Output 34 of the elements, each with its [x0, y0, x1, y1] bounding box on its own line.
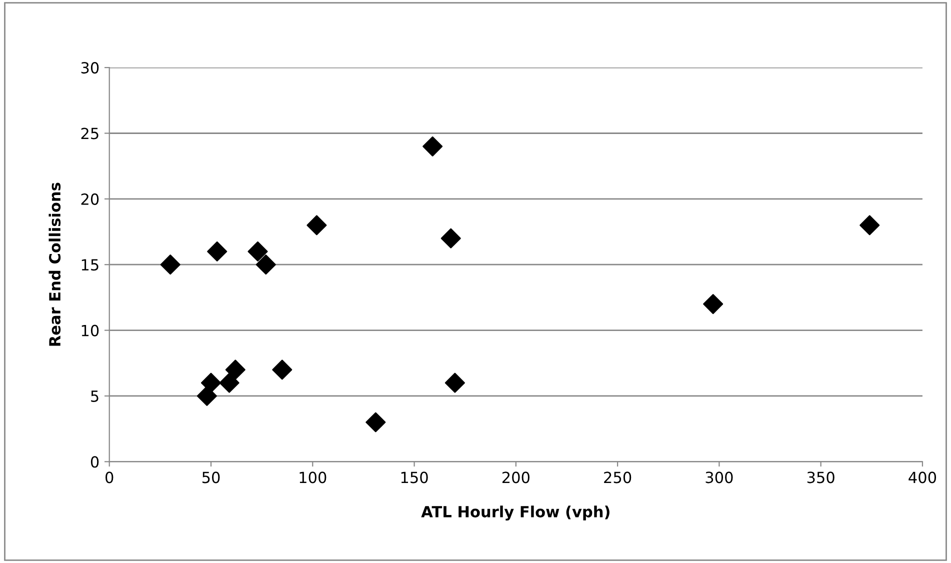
x-tick-label: 300	[706, 472, 733, 484]
y-tick-label: 15	[82, 259, 98, 271]
y-tick-label: 10	[82, 324, 99, 336]
x-tick-label: 350	[807, 472, 834, 484]
point	[219, 372, 240, 393]
point	[256, 254, 276, 275]
y-tick-label: 5	[91, 390, 98, 402]
point	[160, 254, 180, 275]
x-tick-label: 100	[300, 472, 326, 484]
x-tick-label: 400	[908, 472, 936, 484]
y-axis-title: Rear End Collisions	[48, 182, 61, 346]
point	[422, 136, 443, 156]
point	[272, 360, 292, 380]
point	[207, 241, 228, 262]
x-tick-label: 150	[401, 472, 428, 484]
point	[366, 412, 386, 432]
point	[703, 294, 724, 314]
point	[225, 360, 246, 380]
y-tick-label: 30	[81, 62, 99, 74]
point	[196, 386, 217, 406]
x-tick-label: 0	[106, 472, 114, 484]
x-tick-label: 50	[202, 472, 220, 484]
y-tick-label: 25	[81, 128, 98, 140]
point	[440, 228, 461, 248]
point	[306, 215, 327, 236]
x-axis-title: ATL Hourly Flow (vph)	[421, 506, 610, 521]
point	[860, 215, 880, 236]
point	[200, 372, 222, 393]
x-tick-label: 200	[502, 472, 530, 484]
point	[444, 372, 465, 393]
y-tick-label: 0	[90, 456, 99, 468]
point	[248, 241, 268, 262]
y-tick-label: 20	[81, 193, 99, 205]
x-tick-label: 250	[604, 472, 632, 484]
